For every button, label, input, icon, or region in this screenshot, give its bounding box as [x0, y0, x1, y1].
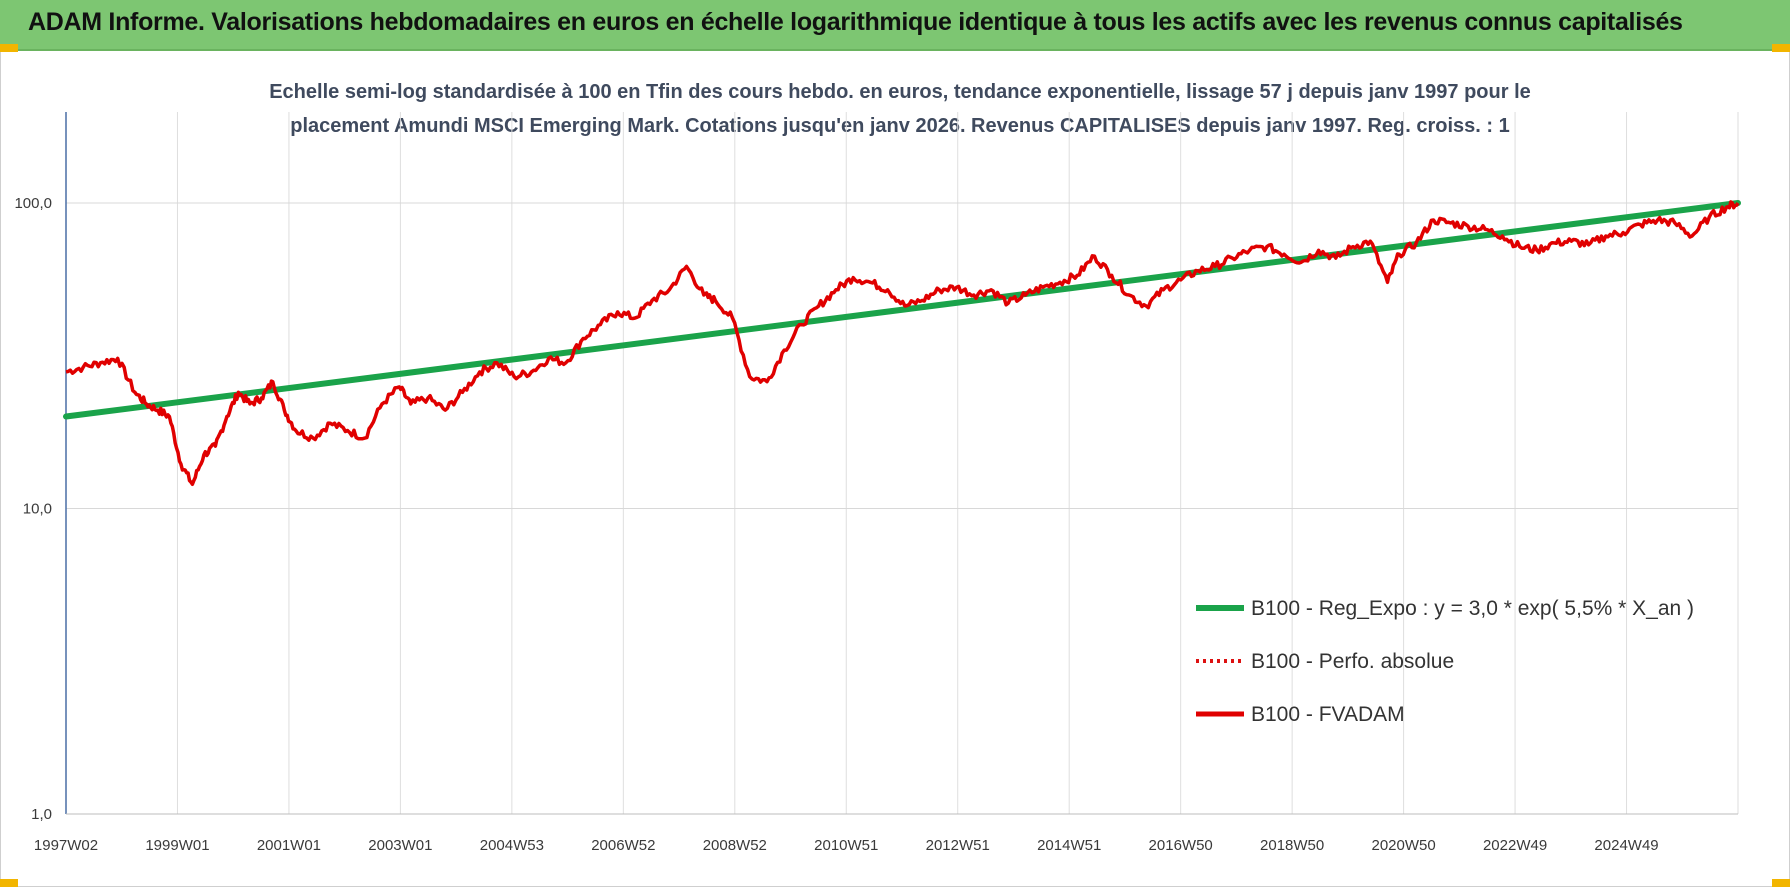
legend-label-perf: B100 - Perfo. absolue — [1251, 650, 1454, 673]
x-tick-label: 2022W49 — [1483, 837, 1547, 854]
x-tick-label: 2003W01 — [368, 837, 432, 854]
corner-marker-top-right — [1772, 44, 1790, 52]
x-tick-label: 2008W52 — [703, 837, 767, 854]
x-tick-label: 1999W01 — [145, 837, 209, 854]
series-line-trend — [63, 200, 1741, 420]
y-tick-label: 1,0 — [31, 806, 52, 823]
y-tick-label: 100,0 — [14, 195, 52, 212]
banner-title: ADAM Informe. Valorisations hebdomadaire… — [28, 8, 1683, 36]
y-tick-label: 10,0 — [23, 501, 52, 518]
corner-marker-bottom-left — [0, 879, 18, 887]
series-line-fvadam — [65, 200, 1740, 487]
x-tick-label: 2016W50 — [1149, 837, 1213, 854]
chart-title: Echelle semi-log standardisée à 100 en T… — [200, 75, 1600, 143]
x-tick-label: 2020W50 — [1371, 837, 1435, 854]
x-tick-label: 2010W51 — [814, 837, 878, 854]
x-tick-label: 2006W52 — [591, 837, 655, 854]
header-banner: ADAM Informe. Valorisations hebdomadaire… — [0, 0, 1790, 51]
chart-title-line-2: placement Amundi MSCI Emerging Mark. Cot… — [290, 115, 1510, 137]
x-tick-label: 2024W49 — [1594, 837, 1658, 854]
x-tick-label: 2014W51 — [1037, 837, 1101, 854]
corner-marker-bottom-right — [1772, 879, 1790, 887]
legend-label-trend: B100 - Reg_Expo : y = 3,0 * exp( 5,5% * … — [1251, 597, 1694, 620]
x-tick-label: 2001W01 — [257, 837, 321, 854]
corner-marker-top-left — [0, 44, 18, 52]
chart-title-line-1: Echelle semi-log standardisée à 100 en T… — [269, 81, 1531, 103]
x-tick-label: 2012W51 — [926, 837, 990, 854]
x-tick-label: 1997W02 — [34, 837, 98, 854]
x-tick-label: 2018W50 — [1260, 837, 1324, 854]
legend-label-fvadam: B100 - FVADAM — [1251, 703, 1405, 726]
x-tick-label: 2004W53 — [480, 837, 544, 854]
